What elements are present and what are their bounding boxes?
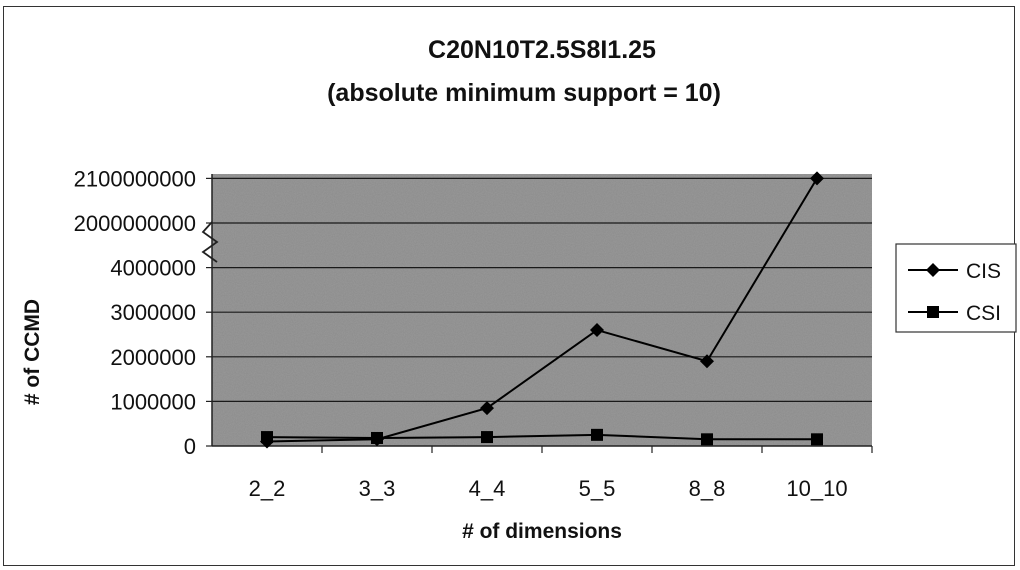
series-csi-point <box>701 433 713 446</box>
series-cis-point <box>700 354 714 369</box>
x-tick-label: 4_4 <box>469 476 506 501</box>
chart-subtitle: (absolute minimum support = 10) <box>327 79 721 107</box>
y-tick-label: 1000000 <box>110 389 196 414</box>
x-tick-label: 5_5 <box>579 476 616 501</box>
legend-csi-label: CSI <box>966 302 1001 325</box>
y-tick-label: 2100000000 <box>74 166 196 191</box>
series-csi-point <box>261 431 273 444</box>
legend: CIS CSI <box>908 260 1001 325</box>
legend-csi-marker <box>927 306 939 318</box>
x-tick-label: 2_2 <box>249 476 286 501</box>
x-tick-label: 3_3 <box>359 476 396 501</box>
series-cis-point <box>590 323 604 338</box>
series-cis-point <box>480 401 494 416</box>
axis-break-mark <box>201 221 219 263</box>
y-tick-label: 2000000 <box>110 345 196 370</box>
x-tick-label: 10_10 <box>786 476 847 501</box>
plot-texture <box>212 174 872 446</box>
x-axis-title: # of dimensions <box>462 520 622 543</box>
series-cis-point <box>810 171 824 186</box>
x-tick-labels: 2_2 3_3 4_4 5_5 8_8 10_10 <box>249 446 873 501</box>
legend-cis-marker <box>926 263 940 277</box>
series-csi-point <box>591 428 603 441</box>
y-tick-labels: 0 1000000 2000000 3000000 4000000 2000000000 2… <box>74 166 212 459</box>
y-tick-label: 2000000000 <box>74 211 196 236</box>
y-tick-label: 0 <box>184 434 196 459</box>
y-axis-title: # of CCMD <box>21 299 44 405</box>
legend-cis-label: CIS <box>966 260 1001 283</box>
series-csi-point <box>811 433 823 446</box>
y-tick-label: 4000000 <box>110 256 196 281</box>
series-cis-line <box>266 177 818 443</box>
chart-title: C20N10T2.5S8I1.25 <box>428 36 656 64</box>
series-layer <box>260 171 824 449</box>
legend-box <box>895 243 1017 333</box>
series-csi-point <box>481 431 493 444</box>
y-tick-label: 3000000 <box>110 300 196 325</box>
series-csi-line <box>266 433 817 441</box>
series-csi-point <box>371 431 383 444</box>
gridlines <box>212 177 872 402</box>
x-tick-label: 8_8 <box>689 476 726 501</box>
